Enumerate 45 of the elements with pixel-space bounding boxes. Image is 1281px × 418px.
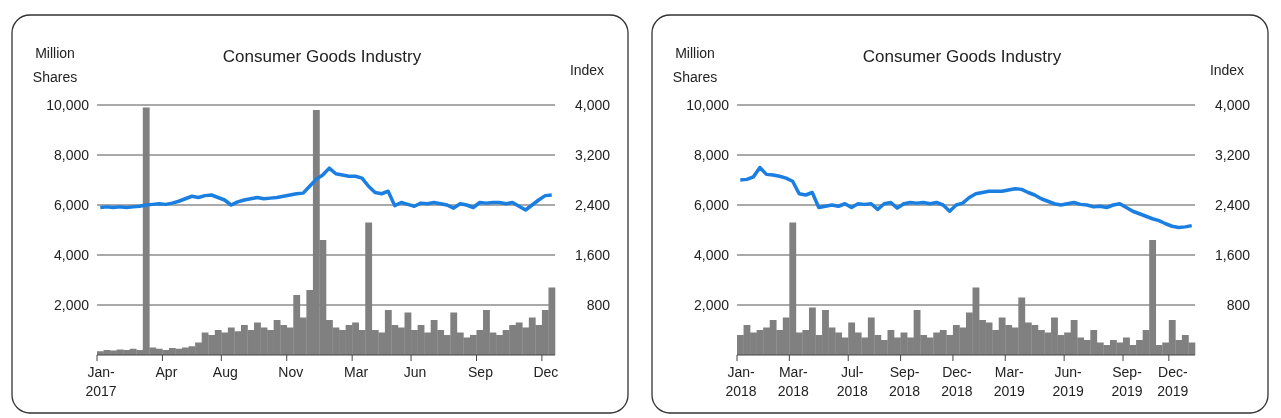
x-tick-label: Dec [533, 364, 559, 380]
x-tick-label: Dec- 2019 [1157, 364, 1189, 399]
y-tick-label: 4,000 [693, 247, 730, 263]
x-tick-label: Mar- 2019 [993, 364, 1026, 399]
x-tick-label: Sep [468, 364, 494, 380]
y-tick-label: 2,000 [693, 297, 730, 313]
line-series [738, 165, 1194, 230]
y-tick-label: 10,000 [686, 97, 730, 113]
y2-axis-title: Index [569, 62, 605, 78]
x-tick-label: Jun- 2019 [1052, 364, 1084, 399]
x-tick-label: Jan- 2017 [85, 364, 117, 399]
x-tick-label: Mar- 2018 [777, 364, 810, 399]
chart-title: Consumer Goods Industry [222, 47, 422, 66]
y-tick-label: 8,000 [53, 147, 90, 163]
x-tick-label: Aug [212, 364, 238, 380]
y-axis-title: Million Shares [672, 45, 718, 85]
x-tick-label: Jul- 2018 [836, 364, 869, 399]
chart-title: Consumer Goods Industry [862, 47, 1062, 66]
x-tick-label: Nov [278, 364, 304, 380]
y2-tick-label: 4,000 [574, 97, 611, 113]
y2-tick-label: 2,400 [574, 197, 611, 213]
y-tick-label: 2,000 [53, 297, 90, 313]
y-tick-label: 6,000 [53, 197, 90, 213]
y2-tick-label: 3,200 [1214, 147, 1251, 163]
x-tick-label: Jun [403, 364, 427, 380]
y2-tick-label: 3,200 [574, 147, 611, 163]
y-tick-label: 10,000 [46, 97, 90, 113]
line-series [98, 166, 554, 212]
x-tick-label: Apr [155, 364, 178, 380]
y2-tick-label: 1,600 [574, 247, 611, 263]
y-tick-label: 8,000 [693, 147, 730, 163]
x-tick-label: Dec- 2018 [941, 364, 973, 399]
y2-tick-label: 4,000 [1214, 97, 1251, 113]
y2-tick-label: 800 [586, 297, 611, 313]
x-tick-label: Jan- 2018 [725, 364, 757, 399]
y-axis-title: Million Shares [32, 45, 78, 85]
y2-tick-label: 1,600 [1214, 247, 1251, 263]
x-tick-label: Sep- 2018 [888, 364, 921, 399]
y2-axis-title: Index [1209, 62, 1245, 78]
x-tick-label: Mar [344, 364, 369, 380]
y2-tick-label: 800 [1226, 297, 1251, 313]
y2-tick-label: 2,400 [1214, 197, 1251, 213]
y-tick-label: 4,000 [53, 247, 90, 263]
y-tick-label: 6,000 [693, 197, 730, 213]
x-tick-label: Sep- 2019 [1111, 364, 1143, 399]
